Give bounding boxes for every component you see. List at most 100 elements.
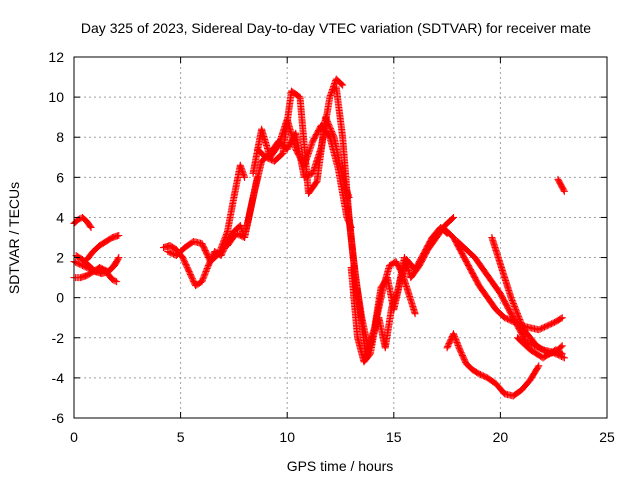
chart-title: Day 325 of 2023, Sidereal Day-to-day VTE… bbox=[81, 20, 591, 36]
data-point bbox=[450, 331, 458, 339]
data-point bbox=[558, 350, 566, 358]
y-tick-label: -4 bbox=[52, 370, 65, 386]
data-point bbox=[517, 318, 525, 326]
data-point bbox=[518, 320, 526, 328]
data-point bbox=[115, 231, 123, 239]
data-point bbox=[557, 349, 565, 357]
data-point bbox=[113, 278, 121, 286]
data-point bbox=[519, 323, 527, 331]
data-point bbox=[515, 313, 523, 321]
data-point bbox=[508, 297, 516, 305]
y-tick-label: -6 bbox=[52, 410, 65, 426]
data-point bbox=[513, 310, 521, 318]
data-point bbox=[199, 275, 207, 283]
axis-ticks: 0 5 10 15 20 25 -6 -4 -2 0 2 4 6 8 10 12 bbox=[48, 49, 615, 445]
data-point bbox=[115, 254, 123, 262]
data-point bbox=[508, 295, 516, 303]
x-tick-label: 10 bbox=[279, 429, 295, 445]
series-17 bbox=[513, 334, 566, 362]
x-tick-label: 5 bbox=[177, 429, 185, 445]
data-point bbox=[223, 229, 231, 237]
data-point bbox=[511, 302, 519, 310]
data-point bbox=[203, 264, 211, 272]
data-point bbox=[215, 250, 223, 258]
data-point bbox=[513, 308, 521, 316]
data-point bbox=[455, 343, 463, 351]
data-point bbox=[512, 305, 520, 313]
data-point bbox=[507, 294, 515, 302]
series-16 bbox=[443, 330, 543, 400]
data-point bbox=[217, 245, 225, 253]
data-point bbox=[454, 340, 462, 348]
data-point bbox=[560, 187, 568, 195]
series-7 bbox=[224, 75, 347, 250]
y-tick-label: 6 bbox=[56, 169, 64, 185]
y-tick-label: 10 bbox=[48, 89, 64, 105]
data-point bbox=[558, 314, 566, 322]
data-point bbox=[199, 276, 207, 284]
data-point bbox=[111, 277, 119, 285]
data-point bbox=[219, 239, 227, 247]
data-point bbox=[557, 343, 565, 351]
series-9 bbox=[253, 87, 353, 201]
y-tick-label: 4 bbox=[56, 209, 64, 225]
data-point bbox=[222, 232, 230, 240]
data-point bbox=[451, 333, 459, 341]
series-18 bbox=[554, 175, 568, 195]
data-point bbox=[510, 301, 518, 309]
series-12 bbox=[347, 258, 419, 366]
y-tick-label: 12 bbox=[48, 49, 64, 65]
data-point bbox=[221, 235, 229, 243]
data-point bbox=[202, 267, 210, 275]
data-point bbox=[222, 230, 230, 238]
data-point bbox=[201, 269, 209, 277]
data-point bbox=[557, 315, 565, 323]
data-point bbox=[560, 354, 568, 362]
plot-frame bbox=[73, 56, 608, 419]
data-point bbox=[534, 363, 542, 371]
data-point bbox=[220, 238, 228, 246]
data-point bbox=[200, 272, 208, 280]
data-point bbox=[559, 353, 567, 361]
x-tick-label: 20 bbox=[493, 429, 509, 445]
y-tick-label: 2 bbox=[56, 250, 64, 266]
data-point bbox=[451, 334, 459, 342]
data-point bbox=[216, 248, 224, 256]
data-point bbox=[449, 213, 457, 221]
data-point bbox=[454, 341, 462, 349]
data-point bbox=[216, 247, 224, 255]
data-point bbox=[515, 314, 523, 322]
data-point bbox=[411, 310, 419, 318]
y-tick-label: 8 bbox=[56, 129, 64, 145]
data-point bbox=[86, 222, 94, 230]
data-point bbox=[516, 317, 524, 325]
data-point bbox=[198, 278, 206, 286]
data-point bbox=[518, 321, 526, 329]
series-3 bbox=[70, 213, 95, 231]
data-point bbox=[509, 298, 517, 306]
data-point bbox=[453, 339, 461, 347]
series-15 bbox=[488, 234, 566, 358]
data-point bbox=[511, 304, 519, 312]
data-point bbox=[514, 311, 522, 319]
data-point bbox=[338, 80, 346, 88]
data-point bbox=[535, 362, 543, 370]
series-6 bbox=[164, 161, 249, 266]
data-point bbox=[218, 242, 226, 250]
y-tick-label: -2 bbox=[52, 330, 65, 346]
data-points bbox=[70, 75, 568, 400]
data-point bbox=[329, 132, 337, 140]
data-point bbox=[201, 270, 209, 278]
data-point bbox=[87, 223, 95, 231]
data-point bbox=[449, 330, 457, 338]
data-point bbox=[200, 273, 208, 281]
x-tick-label: 25 bbox=[599, 429, 615, 445]
data-point bbox=[512, 307, 520, 315]
data-point bbox=[516, 316, 524, 324]
data-point bbox=[452, 337, 460, 345]
data-point bbox=[217, 244, 225, 252]
data-point bbox=[558, 342, 566, 350]
data-point bbox=[218, 241, 226, 249]
grid bbox=[74, 57, 607, 418]
y-tick-label: 0 bbox=[56, 290, 64, 306]
